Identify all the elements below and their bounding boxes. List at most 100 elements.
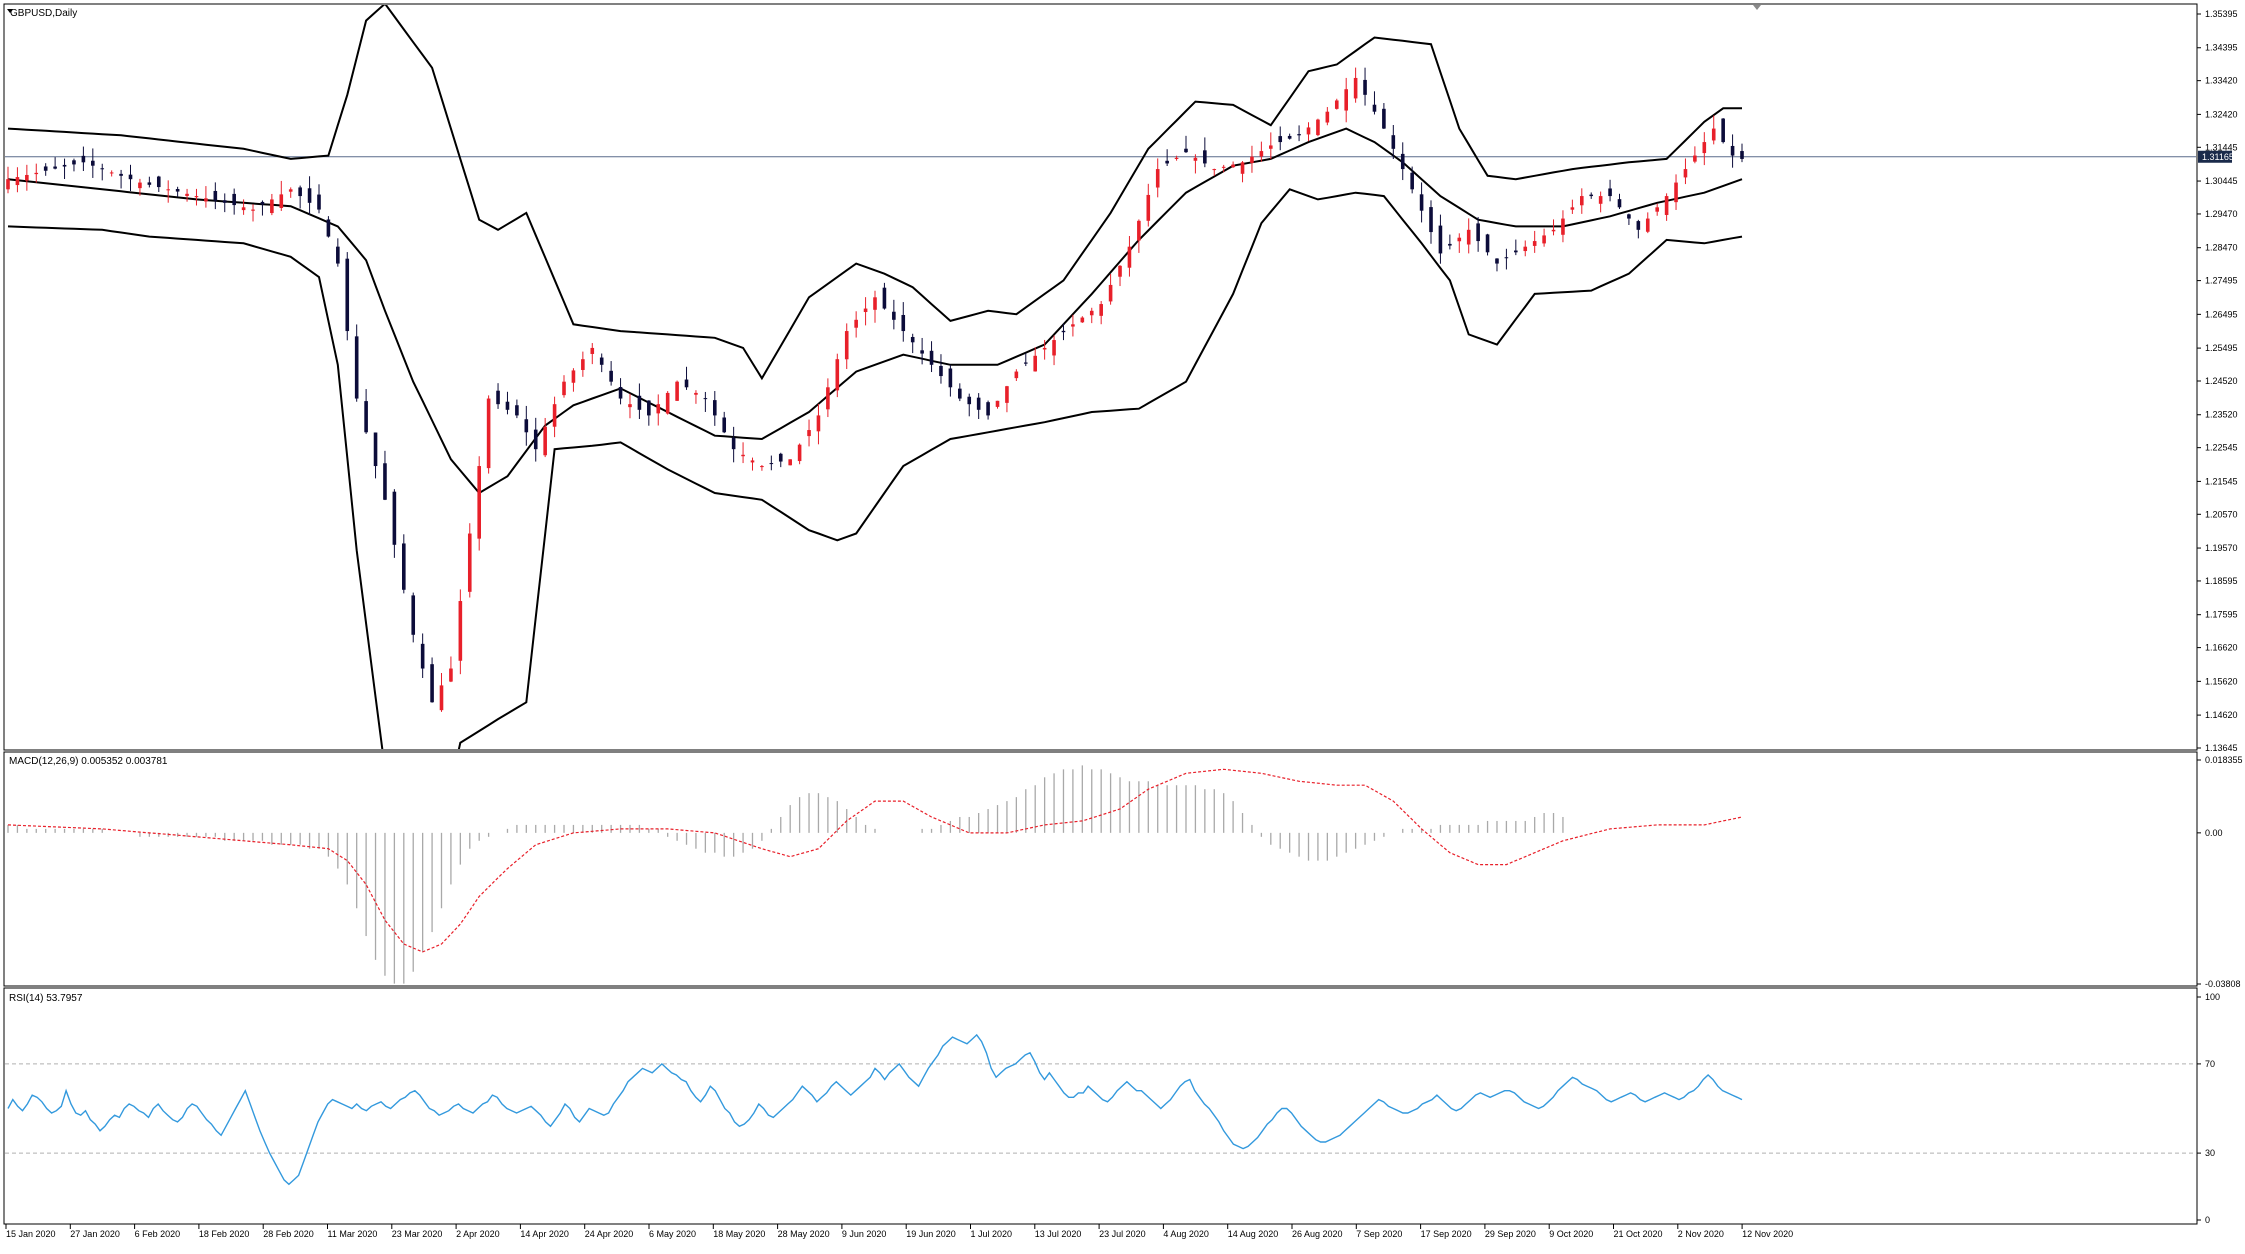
- time-tick: 1 Jul 2020: [970, 1224, 1012, 1239]
- candle: [420, 633, 425, 678]
- candle: [270, 193, 274, 216]
- candle: [288, 187, 293, 198]
- candle: [1570, 199, 1575, 214]
- candle: [1674, 174, 1678, 210]
- price-tick-label: 1.35395: [2205, 9, 2238, 19]
- candle: [251, 204, 255, 222]
- candle: [1382, 103, 1386, 130]
- price-tick-label: 1.33420: [2205, 76, 2238, 86]
- candle: [1438, 214, 1443, 264]
- rsi-tick-label: 0: [2205, 1215, 2210, 1225]
- macd-tick-label: -0.03808: [2205, 979, 2241, 989]
- time-tick: 14 Apr 2020: [519, 1224, 569, 1239]
- candle: [1514, 239, 1518, 256]
- candle: [1532, 230, 1537, 253]
- candle: [467, 523, 472, 598]
- price-tick-label: 1.29470: [2205, 209, 2238, 219]
- bollinger-upper-band: [7, 5, 1742, 381]
- candle: [543, 417, 547, 458]
- time-tick: 23 Mar 2020: [391, 1224, 442, 1239]
- candle: [1400, 142, 1405, 181]
- candle: [1391, 125, 1396, 159]
- time-tick: 7 Sep 2020: [1355, 1224, 1402, 1239]
- macd-tick: -0.03808: [2197, 979, 2241, 989]
- candle: [1372, 91, 1377, 115]
- candle: [722, 411, 727, 434]
- candle: [1664, 193, 1669, 221]
- candle: [1061, 323, 1066, 341]
- candle: [797, 443, 802, 465]
- candle: [62, 158, 67, 179]
- candle: [336, 238, 340, 267]
- candle: [1419, 182, 1424, 223]
- candle: [1325, 107, 1330, 126]
- candle: [1118, 265, 1122, 287]
- time-tick: 26 Aug 2020: [1291, 1224, 1343, 1239]
- price-tick: 1.17595: [2197, 610, 2238, 620]
- panel-menu-icon[interactable]: [7, 9, 13, 13]
- candle: [232, 188, 236, 215]
- time-tick-label: 19 Jun 2020: [906, 1229, 956, 1239]
- candle: [1655, 203, 1659, 216]
- price-tick-label: 1.21545: [2205, 476, 2238, 486]
- price-tick: 1.22545: [2197, 443, 2238, 453]
- price-tick-label: 1.16620: [2205, 643, 2238, 653]
- candle: [156, 175, 161, 192]
- candle: [307, 176, 312, 215]
- price-tick-label: 1.24520: [2205, 376, 2238, 386]
- candle: [515, 399, 519, 419]
- candle: [1278, 126, 1283, 151]
- price-tick: 1.21545: [2197, 476, 2238, 486]
- time-tick-label: 23 Jul 2020: [1099, 1229, 1146, 1239]
- price-tick: 1.20570: [2197, 509, 2238, 519]
- candle: [317, 184, 321, 214]
- candle: [1589, 192, 1594, 199]
- price-tick-label: 1.34395: [2205, 43, 2238, 53]
- main-title: GBPUSD,Daily: [10, 8, 77, 19]
- time-tick: 24 Apr 2020: [584, 1224, 633, 1239]
- candle: [25, 164, 29, 191]
- candle: [185, 188, 189, 202]
- candle: [533, 417, 538, 462]
- time-tick: 29 Sep 2020: [1484, 1224, 1536, 1239]
- candle: [373, 432, 378, 479]
- candle: [1316, 118, 1320, 137]
- macd-title: MACD(12,26,9) 0.005352 0.003781: [9, 756, 168, 767]
- candle: [119, 169, 123, 189]
- time-tick-label: 15 Jan 2020: [6, 1229, 56, 1239]
- candle: [128, 164, 133, 192]
- time-tick-label: 12 Nov 2020: [1742, 1229, 1793, 1239]
- price-tick: 1.15620: [2197, 676, 2238, 686]
- candle: [1683, 158, 1688, 185]
- macd-plot: [7, 765, 1743, 984]
- time-tick: 14 Aug 2020: [1227, 1224, 1278, 1239]
- candle: [402, 534, 406, 594]
- candle: [1721, 118, 1725, 144]
- candle: [703, 391, 708, 412]
- candle: [1089, 307, 1094, 324]
- chart-shift-icon[interactable]: [1753, 5, 1761, 10]
- candle: [807, 419, 811, 447]
- time-tick: 18 May 2020: [712, 1224, 765, 1239]
- candle: [477, 456, 481, 551]
- bollinger-middle-band: [7, 127, 1743, 495]
- macd-tick-label: 0.00: [2205, 828, 2223, 838]
- candle: [731, 426, 736, 463]
- time-tick: 6 Feb 2020: [134, 1224, 180, 1239]
- price-tick: 1.19570: [2197, 543, 2238, 553]
- time-tick: 9 Oct 2020: [1548, 1224, 1593, 1239]
- rsi-tick-label: 30: [2205, 1148, 2215, 1158]
- candle: [91, 148, 95, 178]
- candle: [1504, 248, 1509, 270]
- candle: [863, 297, 868, 326]
- candle: [1174, 155, 1179, 161]
- candle: [213, 182, 218, 210]
- candle: [1551, 219, 1556, 236]
- candle: [712, 391, 717, 426]
- candle: [1127, 235, 1132, 277]
- price-tick: 1.23520: [2197, 410, 2238, 420]
- candle: [1702, 132, 1707, 166]
- time-tick-label: 14 Apr 2020: [520, 1229, 569, 1239]
